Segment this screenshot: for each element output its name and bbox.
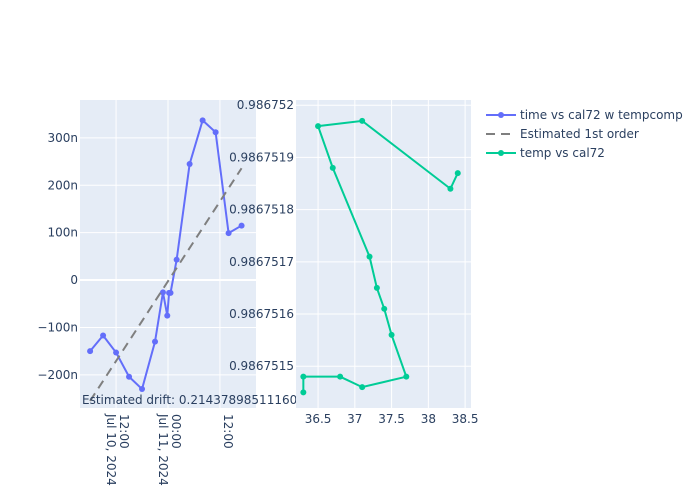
temp-point [373,284,380,291]
drift-point [139,386,146,393]
temp-point [381,305,388,312]
temp-subplot: 0.9867515 0.9867516 0.9867517 0.9867518 0.98… [229,98,478,426]
drift-point [238,222,245,229]
y-tick-label: −200n [37,368,78,382]
y-tick-label: 0.9867515 [229,359,294,373]
y-tick-label: 0.9867516 [229,307,294,321]
time-drift-y-ticks: −200n −100n 0 100n 200n 300n [37,131,78,382]
drift-point [173,256,180,263]
temp-point [337,373,344,380]
temp-point [300,389,307,396]
drift-point [126,373,133,380]
y-tick-label: 0 [70,273,78,287]
drift-point [212,129,219,136]
temp-gridlines [296,100,471,408]
temp-series [300,117,461,396]
temp-point [388,331,395,338]
x-tick-line: Jul 11, 2024 [156,413,170,486]
time-drift-series [87,117,245,402]
legend-label: Estimated 1st order [520,127,639,141]
temp-point [329,164,336,171]
temp-point [366,253,373,260]
temp-point [447,185,454,192]
drift-point [100,332,107,339]
temp-point [403,373,410,380]
drift-point [186,160,193,167]
drift-fit-line [89,167,243,402]
y-tick-label: 0.9867519 [229,150,294,164]
x-tick-line: 12:00 [221,414,235,449]
drift-point [113,349,120,356]
y-tick-label: 0.9867518 [229,203,294,217]
x-tick-line: 12:00 [117,414,131,449]
drift-point [159,289,166,296]
x-tick-label: 36.5 [305,412,332,426]
temp-point [359,117,366,124]
temp-point [359,384,366,391]
drift-point [87,348,94,355]
y-tick-label: −100n [37,320,78,334]
temp-series-line [302,119,459,393]
legend-swatch-marker [498,150,504,156]
x-tick-label: 38.5 [452,412,479,426]
x-tick-label: 38 [421,412,436,426]
x-tick-label: 12:00Jul 10, 2024 [104,413,131,486]
drift-point [152,338,159,345]
legend: time vs cal72 w tempcomp Estimated 1st or… [486,108,683,160]
temp-point [300,373,307,380]
x-tick-label: 37 [347,412,362,426]
x-tick-line: 00:00 [169,414,183,449]
x-tick-label: 12:00 [221,414,235,449]
x-tick-label: 37.5 [378,412,405,426]
drift-point [225,230,232,237]
y-tick-label: 200n [47,178,78,192]
drift-point [164,312,171,319]
drift-annotation: Estimated drift: 0.2143789851116035 ppb/… [82,393,365,407]
temp-y-ticks: 0.9867515 0.9867516 0.9867517 0.9867518 0.98… [229,98,294,373]
y-tick-label: 300n [47,131,78,145]
temp-point [454,170,461,177]
drift-point [167,289,174,296]
y-tick-label: 100n [47,226,78,240]
legend-label: time vs cal72 w tempcomp [520,108,683,122]
legend-swatch-marker [498,112,504,118]
y-tick-label: 0.9867517 [229,255,294,269]
drift-point [199,117,206,124]
x-tick-label: 00:00Jul 11, 2024 [156,413,183,486]
temp-plot-area [296,100,471,408]
drift-series-line [89,118,243,391]
time-drift-x-ticks: 12:00Jul 10, 2024 00:00Jul 11, 2024 12:00 [104,413,235,486]
x-tick-line: Jul 10, 2024 [104,413,118,486]
y-tick-label: 0.986752 [237,98,294,112]
legend-label: temp vs cal72 [520,146,605,160]
temp-x-ticks: 36.5 37 37.5 38 38.5 [305,412,479,426]
temp-point [315,123,322,130]
